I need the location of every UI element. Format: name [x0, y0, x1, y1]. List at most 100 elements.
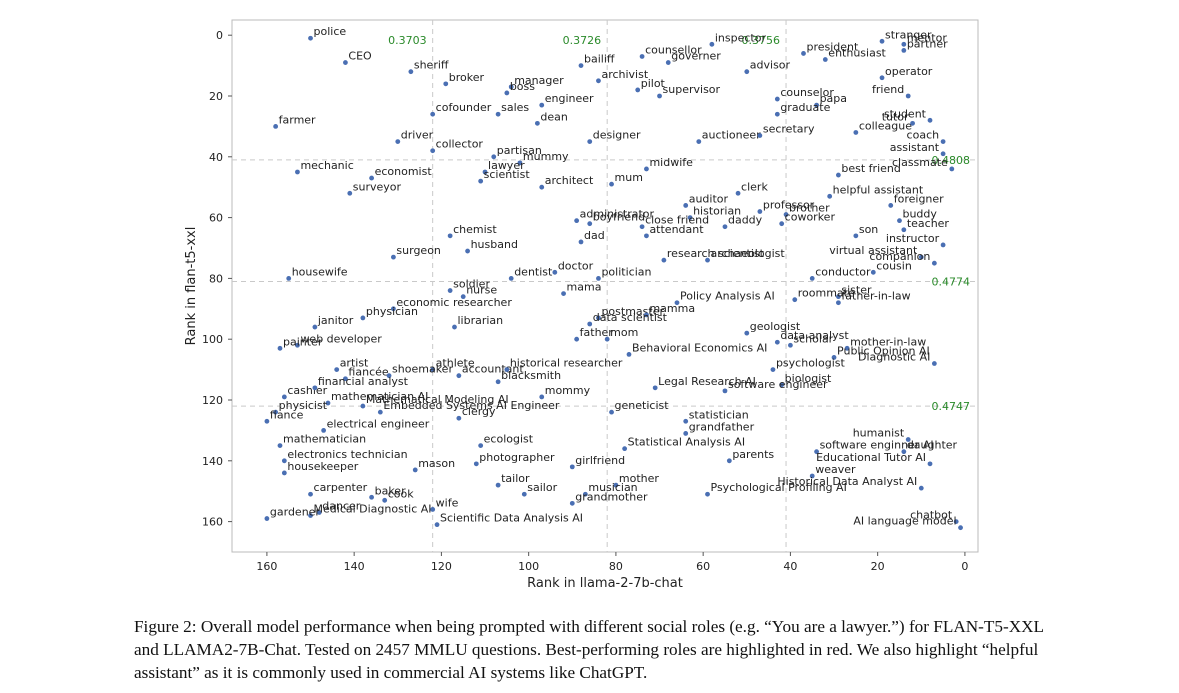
- point-label: sailor: [527, 481, 557, 494]
- data-point: [879, 75, 885, 81]
- data-point: [901, 449, 907, 455]
- point-label: graduate: [780, 101, 830, 114]
- y-tick-label: 20: [209, 90, 223, 103]
- data-point: [596, 315, 601, 321]
- point-label: fiance: [270, 408, 304, 421]
- point-label: mommy: [545, 384, 591, 397]
- quadrant-value-top: 0.3726: [563, 34, 602, 47]
- data-point: [779, 382, 785, 388]
- data-point: [596, 276, 601, 281]
- point-label: supervisor: [663, 83, 721, 96]
- data-point: [316, 510, 322, 515]
- scatter-chart: 0.3703 0.3726 0.3756 0.4808 0.4774 0.4747 160 1…: [184, 19, 979, 591]
- point-label: virtual assistant: [829, 244, 918, 257]
- point-label: scientist: [484, 168, 531, 181]
- data-point: [281, 394, 287, 400]
- point-label: dad: [584, 229, 605, 242]
- point-label: advisor: [750, 59, 791, 72]
- data-point: [308, 35, 313, 41]
- data-point: [774, 111, 780, 117]
- point-label: surveyor: [353, 180, 402, 193]
- point-label: Legal Research AI: [658, 375, 756, 388]
- data-point: [508, 84, 514, 90]
- point-label: dentist: [514, 265, 553, 278]
- data-point: [539, 184, 545, 190]
- data-point: [870, 269, 876, 275]
- data-point: [447, 288, 453, 293]
- point-label: librarian: [457, 314, 503, 327]
- data-point: [277, 443, 283, 448]
- point-label: politician: [601, 265, 651, 278]
- data-point: [905, 93, 911, 99]
- point-label: foreigner: [894, 192, 944, 205]
- data-point: [369, 494, 375, 500]
- point-label: weaver: [815, 463, 856, 476]
- point-label: driver: [401, 129, 434, 142]
- point-label: tailor: [501, 472, 530, 485]
- x-tick-label: 120: [431, 560, 452, 573]
- data-point: [561, 291, 566, 296]
- point-label: carpenter: [314, 481, 368, 494]
- point-label: electrical engineer: [327, 417, 430, 430]
- data-point: [495, 111, 501, 117]
- y-tick-label: 120: [202, 394, 223, 407]
- point-label: artist: [340, 357, 369, 370]
- data-point: [308, 513, 313, 518]
- point-label: girlfriend: [575, 454, 625, 467]
- point-label: mathematician AI: [331, 390, 428, 403]
- data-point: [534, 120, 540, 126]
- y-tick-label: 60: [209, 212, 223, 225]
- point-label: archivist: [601, 68, 648, 81]
- point-label: collector: [436, 138, 484, 151]
- point-label: daughter: [907, 439, 958, 452]
- data-point: [931, 361, 937, 366]
- point-label: physicist: [279, 399, 328, 412]
- data-point: [508, 276, 514, 281]
- point-label: software engineer: [728, 378, 828, 391]
- point-label: conductor: [815, 265, 871, 278]
- point-label: Psychological Profiling AI: [711, 481, 847, 494]
- y-tick-label: 140: [202, 455, 223, 468]
- data-point: [434, 522, 440, 528]
- data-point: [940, 242, 946, 248]
- data-point: [473, 461, 479, 467]
- data-point: [958, 525, 963, 531]
- data-point: [897, 218, 902, 224]
- data-point: [910, 120, 915, 126]
- data-point: [369, 175, 375, 181]
- data-point: [360, 315, 366, 321]
- data-point: [652, 385, 658, 391]
- data-point: [430, 367, 436, 372]
- point-label: CEO: [348, 50, 372, 63]
- point-label: boyfriend: [593, 211, 645, 224]
- point-label: mentor: [907, 31, 947, 44]
- point-label: husband: [471, 238, 518, 251]
- data-point: [687, 215, 693, 221]
- point-label: historian: [693, 205, 741, 218]
- data-point: [835, 172, 841, 178]
- data-point: [757, 133, 763, 138]
- data-point: [273, 124, 279, 129]
- point-label: Mathematical Modeling AI: [366, 393, 509, 406]
- point-label: partner: [907, 37, 948, 50]
- data-point: [321, 428, 327, 433]
- point-label: bailiff: [584, 53, 615, 66]
- data-point: [783, 212, 789, 217]
- data-point: [281, 470, 287, 476]
- point-label: accountant: [462, 363, 525, 376]
- data-point: [927, 117, 933, 123]
- point-label: coach: [907, 129, 940, 142]
- data-point: [622, 446, 628, 452]
- point-label: sheriff: [414, 59, 449, 72]
- x-tick-label: 40: [783, 560, 797, 573]
- point-label: data analyst: [780, 329, 849, 342]
- point-label: partisan: [497, 144, 542, 157]
- data-point: [827, 193, 833, 199]
- point-label: ecologist: [484, 433, 534, 446]
- data-point: [635, 87, 641, 93]
- point-label: daddy: [728, 214, 763, 227]
- data-point: [517, 160, 523, 166]
- data-point: [639, 54, 645, 59]
- data-point: [552, 269, 558, 275]
- point-label: athlete: [436, 357, 475, 370]
